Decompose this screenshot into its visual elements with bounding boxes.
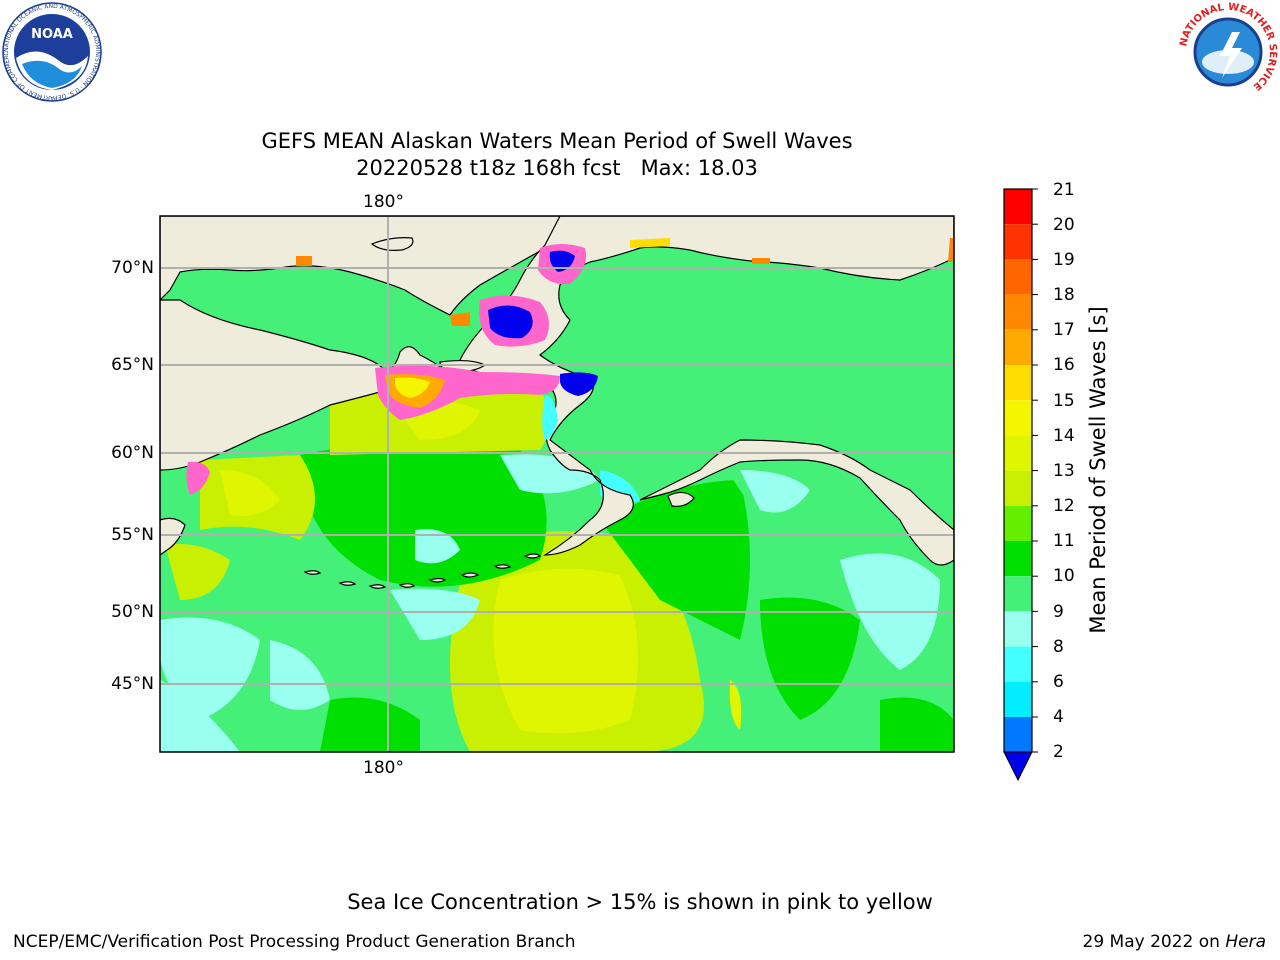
colorbar-tick-15: 15 <box>1053 391 1075 411</box>
lat-label-65: 65°N <box>111 355 154 375</box>
colorbar-tick-20: 20 <box>1053 215 1075 235</box>
land <box>160 216 954 589</box>
map-frame <box>159 215 955 753</box>
lat-label-45: 45°N <box>111 674 154 694</box>
colorbar-tick-6: 6 <box>1053 672 1064 692</box>
colorbar-tick-14: 14 <box>1053 426 1075 446</box>
sea-ice <box>186 238 954 495</box>
colorbar-tick-12: 12 <box>1053 496 1075 516</box>
noaa-logo-text: NOAA <box>31 27 73 42</box>
colorbar-tick-2: 2 <box>1053 742 1064 762</box>
lat-label-60: 60°N <box>111 443 154 463</box>
map-title: GEFS MEAN Alaskan Waters Mean Period of … <box>261 129 853 153</box>
colorbar-tick-4: 4 <box>1053 707 1064 727</box>
lon-label-top: 180° <box>363 192 404 212</box>
graticule <box>160 216 954 752</box>
colorbar-label-text: Mean Period of Swell Waves [s] <box>1086 306 1110 634</box>
sea-ice-note: Sea Ice Concentration > 15% is shown in … <box>347 890 933 914</box>
colorbar-tick-9: 9 <box>1053 602 1064 622</box>
footer-date: 29 May 2022 on Hera <box>1083 932 1267 952</box>
colorbar-tick-10: 10 <box>1053 566 1075 586</box>
lon-label-bottom: 180° <box>363 758 404 778</box>
colorbar <box>1003 188 1038 782</box>
lat-label-50: 50°N <box>111 602 154 622</box>
colorbar-tick-17: 17 <box>1053 320 1075 340</box>
footer-host: Hera <box>1225 932 1266 952</box>
map-subtitle: 20220528 t18z 168h fcst Max: 18.03 <box>356 156 758 180</box>
colorbar-tick-11: 11 <box>1053 531 1075 551</box>
footer-date-text: 29 May 2022 on <box>1082 932 1220 952</box>
colorbar-tick-13: 13 <box>1053 461 1075 481</box>
colorbar-tick-21: 21 <box>1053 180 1075 200</box>
footer-credit: NCEP/EMC/Verification Post Processing Pr… <box>13 932 576 952</box>
lat-label-70: 70°N <box>111 258 154 278</box>
colorbar-tick-8: 8 <box>1053 637 1064 657</box>
colorbar-tick-18: 18 <box>1053 285 1075 305</box>
nws-logo: NATIONAL WEATHER SERVICE <box>1178 2 1278 101</box>
lat-label-55: 55°N <box>111 525 154 545</box>
noaa-logo: NATIONAL OCEANIC AND ATMOSPHERIC ADMINIS… <box>2 2 102 102</box>
colorbar-tick-16: 16 <box>1053 355 1075 375</box>
colorbar-tick-19: 19 <box>1053 250 1075 270</box>
